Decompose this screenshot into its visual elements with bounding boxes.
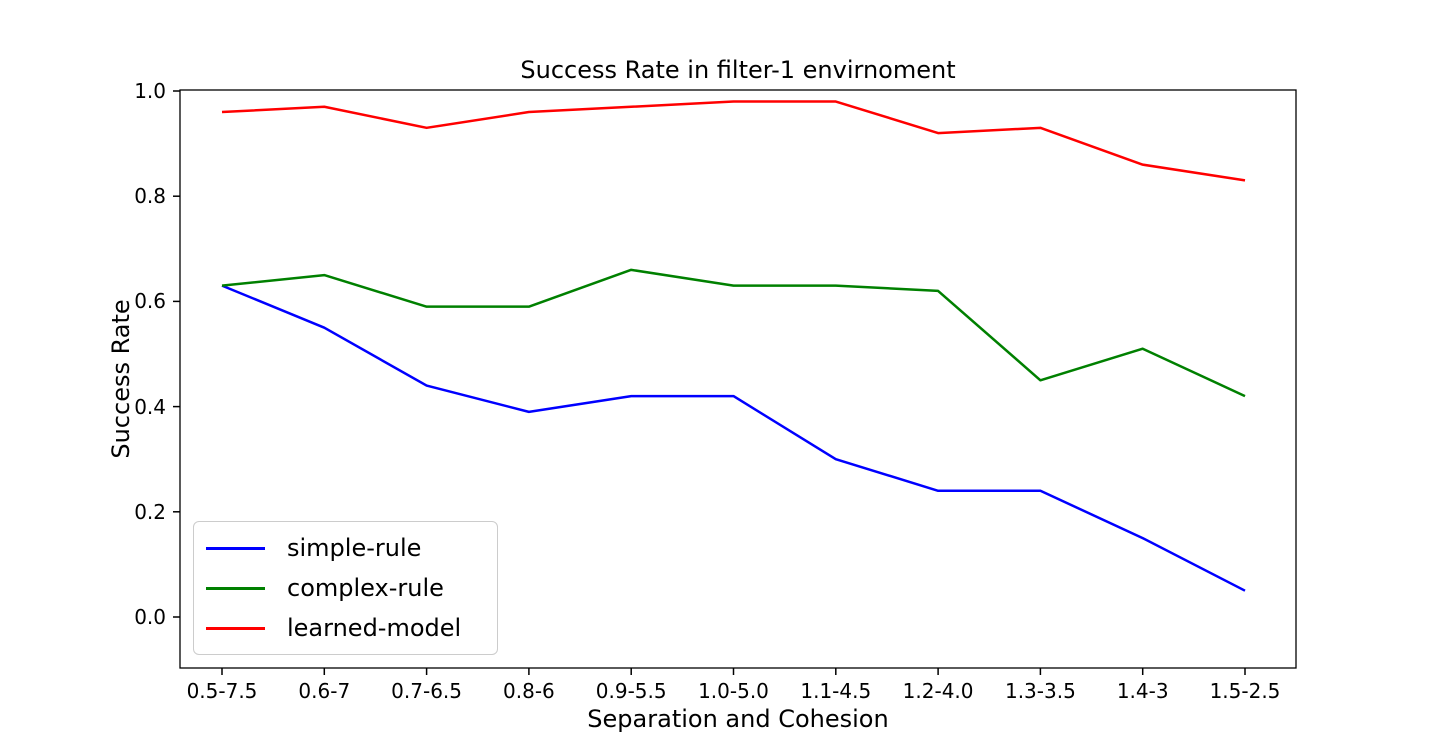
x-tick-label: 1.3-3.5 [1004,679,1076,703]
x-tick-label: 0.7-6.5 [391,679,463,703]
legend-line-sample-learned-model [206,626,265,630]
y-tick-label: 1.0 [134,79,166,103]
legend-label: learned-model [287,614,462,642]
x-tick-label: 0.6-7 [298,679,351,703]
x-tick-label: 0.8-6 [503,679,555,703]
x-axis-label: Separation and Cohesion [587,705,889,733]
chart-title: Success Rate in filter-1 envirnoment [520,56,956,84]
legend-label: complex-rule [287,574,444,602]
series-line-learned-model [221,100,1246,182]
y-axis-label: Success Rate [107,299,135,459]
legend-entry-simple-rule: simple-rule [194,529,497,567]
y-tick-label: 0.4 [134,394,166,419]
x-tick-label: 1.4-3 [1116,679,1169,703]
axes-spines [179,89,1297,669]
legend-line-sample-complex-rule [206,586,265,590]
y-tick-label: 0.6 [134,289,166,314]
series-line-complex-rule [221,268,1246,398]
y-tick-label: 0.2 [134,499,166,524]
x-tick-label: 1.5-2.5 [1209,679,1281,703]
legend: simple-rule complex-rule learned-model [193,521,498,655]
series-line-simple-rule [221,284,1246,592]
y-tick-label: 0.8 [134,184,166,209]
x-tick-label: 1.0-5.0 [698,679,769,703]
legend-label: simple-rule [287,534,422,562]
x-tick-label: 0.9-5.5 [595,679,667,703]
x-tick-label: 1.2-4.0 [902,679,974,703]
legend-line-sample-simple-rule [206,546,265,550]
legend-entry-learned-model: learned-model [194,609,497,647]
x-tick-label: 0.5-7.5 [186,679,258,703]
legend-entry-complex-rule: complex-rule [194,569,497,607]
x-tick-label: 1.1-4.5 [800,679,872,703]
y-tick-label: 0.0 [134,605,166,629]
